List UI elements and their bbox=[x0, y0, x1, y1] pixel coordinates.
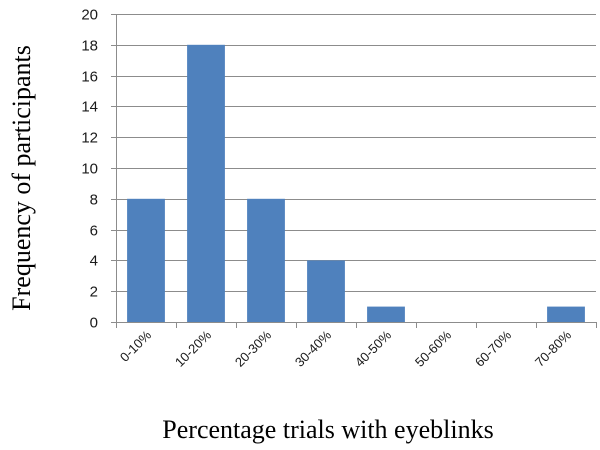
bars bbox=[127, 44, 585, 323]
y-tick-label: 16 bbox=[81, 69, 98, 86]
y-tick-label: 20 bbox=[81, 7, 98, 24]
x-axis-title: Percentage trials with eyeblinks bbox=[162, 415, 493, 444]
x-tick-label: 60-70% bbox=[472, 327, 515, 370]
x-tick-labels: 0-10% 10-20% 20-30% 30-40% 40-50% 50-60% 60-70… bbox=[117, 327, 574, 370]
bar bbox=[367, 306, 405, 322]
y-tick-label: 10 bbox=[81, 161, 98, 178]
x-tick-label: 0-10% bbox=[117, 327, 154, 364]
y-tick-label: 8 bbox=[90, 192, 98, 209]
x-tick-label: 10-20% bbox=[172, 327, 215, 370]
y-tick-label: 0 bbox=[90, 315, 98, 332]
y-tick-labels: 0 2 4 6 8 10 12 14 16 18 20 bbox=[81, 7, 116, 332]
bar bbox=[307, 260, 345, 322]
y-tick-label: 12 bbox=[81, 130, 98, 147]
y-axis-title: Frequency of participants bbox=[7, 45, 36, 311]
y-tick-label: 2 bbox=[90, 284, 98, 301]
bar bbox=[127, 198, 165, 322]
x-tick-label: 50-60% bbox=[412, 327, 455, 370]
y-tick-label: 14 bbox=[81, 99, 98, 116]
x-tick-label: 70-80% bbox=[532, 327, 575, 370]
x-tick-label: 30-40% bbox=[292, 327, 335, 370]
bar bbox=[187, 44, 225, 323]
y-tick-label: 18 bbox=[81, 38, 98, 55]
axes bbox=[116, 14, 597, 328]
y-tick-label: 4 bbox=[90, 253, 98, 270]
bar bbox=[547, 306, 585, 322]
y-tick-label: 6 bbox=[90, 223, 98, 240]
x-tick-label: 20-30% bbox=[232, 327, 275, 370]
x-tick-label: 40-50% bbox=[352, 327, 395, 370]
bar bbox=[247, 198, 285, 322]
